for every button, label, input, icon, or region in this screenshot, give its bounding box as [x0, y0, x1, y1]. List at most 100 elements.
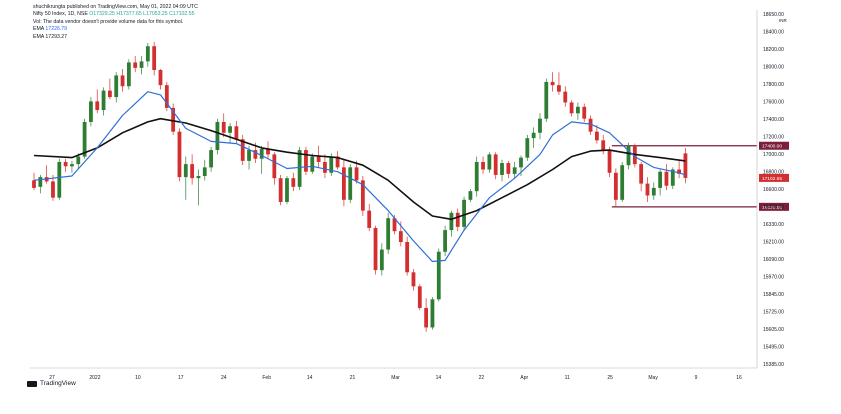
candle-body — [424, 307, 429, 328]
y-tick-label: 18400.00 — [763, 30, 784, 36]
y-tick-label: 15970.00 — [763, 275, 784, 281]
x-tick-label: 17 — [178, 375, 184, 381]
candle-body — [417, 286, 422, 308]
candle-body — [297, 150, 302, 187]
candle-body — [613, 172, 618, 200]
candle-body — [354, 167, 359, 181]
candle-body — [114, 75, 119, 98]
candle-body — [392, 218, 397, 232]
y-tick-label: 16600.00 — [763, 187, 784, 193]
candle-body — [183, 164, 188, 178]
candle-body — [316, 156, 321, 162]
price-level-label: 17400.00 — [762, 144, 782, 150]
candle-body — [626, 145, 631, 166]
y-tick-label: 17800.00 — [763, 82, 784, 88]
x-tick-label: 9 — [695, 375, 698, 381]
candle-body — [519, 157, 523, 168]
candle-body — [139, 61, 144, 68]
candle-body — [171, 107, 176, 132]
candle-body — [95, 101, 100, 111]
candle-body — [278, 178, 283, 202]
candle-body — [335, 156, 340, 168]
candle-body — [639, 164, 644, 184]
candle-body — [474, 161, 479, 192]
candle-body — [386, 218, 391, 250]
ohlc-readout: O17329.25 H17377.65 L17053.25 C17102.55 — [89, 11, 195, 18]
candle-body — [133, 62, 138, 68]
y-tick-label: 15385.00 — [763, 362, 784, 368]
price-level-tag — [759, 202, 789, 211]
candle-body — [544, 81, 549, 119]
x-tick-label: 11 — [565, 375, 570, 381]
candle-body — [145, 46, 150, 62]
candle-body — [234, 126, 239, 140]
x-tick-label: Mar — [391, 375, 400, 381]
y-tick-label: 18000.00 — [763, 65, 784, 71]
candle-body — [557, 85, 561, 92]
candle-body — [481, 161, 485, 170]
candle-body — [342, 167, 346, 200]
candle-body — [411, 272, 416, 287]
support-resistance-lines: 17400.00 16835.55 17102.55 — [611, 141, 789, 211]
candle-body — [266, 148, 270, 155]
candle-body — [38, 177, 43, 187]
candle-body — [620, 165, 625, 200]
published-note: shuchikrungta published on TradingView.c… — [33, 4, 198, 10]
ema-lines — [33, 91, 686, 263]
candle-body — [209, 150, 213, 168]
y-tick-label: 17600.00 — [763, 100, 784, 106]
tradingview-logo: TradingView — [27, 380, 76, 387]
candle-body — [177, 131, 182, 178]
y-tick-label: 17400.00 — [763, 117, 784, 123]
candle-body — [664, 171, 669, 186]
candle-body — [82, 121, 87, 157]
candle-body — [493, 154, 498, 175]
candle-body — [120, 75, 125, 87]
candle-body — [89, 101, 93, 122]
x-tick-label: 24 — [221, 375, 227, 381]
candle-body — [468, 191, 473, 200]
x-tick-label: 16 — [736, 375, 742, 381]
candle-body — [215, 121, 220, 151]
ema-fast-value: 17226.79 — [45, 26, 68, 33]
axes: 18650.00 18400.00 18200.00 18000.00 17800.00… — [30, 10, 788, 381]
tradingview-logo-icon — [27, 380, 37, 387]
candle-body — [607, 150, 612, 173]
candle-body — [455, 212, 460, 227]
y-tick-label: 17200.00 — [763, 135, 784, 141]
candle-body — [202, 167, 207, 177]
candle-body — [228, 126, 232, 133]
candle-body — [531, 132, 536, 139]
ema-fast-line — [33, 91, 686, 263]
candle-body — [506, 163, 511, 174]
y-tick-label: 16210.00 — [763, 240, 784, 246]
y-tick-label: 18650.00 — [763, 12, 784, 18]
candle-body — [247, 150, 251, 161]
candle-body — [63, 161, 68, 167]
ema-fast-label: EMA — [33, 26, 44, 33]
candle-body — [449, 212, 454, 231]
x-tick-label: Apr — [520, 375, 528, 381]
candle-body — [576, 106, 580, 114]
candle-body — [126, 62, 131, 87]
candles — [32, 41, 688, 332]
logo-text: TradingView — [40, 380, 76, 387]
last-price-label: 17102.55 — [762, 176, 782, 182]
candle-body — [304, 150, 308, 172]
candle-body — [310, 156, 315, 172]
y-tick-label: 15845.00 — [763, 292, 784, 298]
candle-body — [329, 156, 334, 173]
candle-body — [538, 118, 542, 133]
price-level-tag — [759, 141, 789, 150]
candle-body — [253, 150, 258, 159]
x-tick-label: 14 — [436, 375, 442, 381]
x-tick-label: May — [648, 375, 658, 381]
candle-body — [32, 180, 36, 188]
price-level-label: 16835.55 — [762, 205, 782, 211]
candle-body — [651, 187, 656, 196]
x-tick-label: 25 — [607, 375, 613, 381]
candle-body — [487, 154, 492, 170]
candle-body — [158, 70, 163, 86]
candle-body — [101, 90, 106, 111]
